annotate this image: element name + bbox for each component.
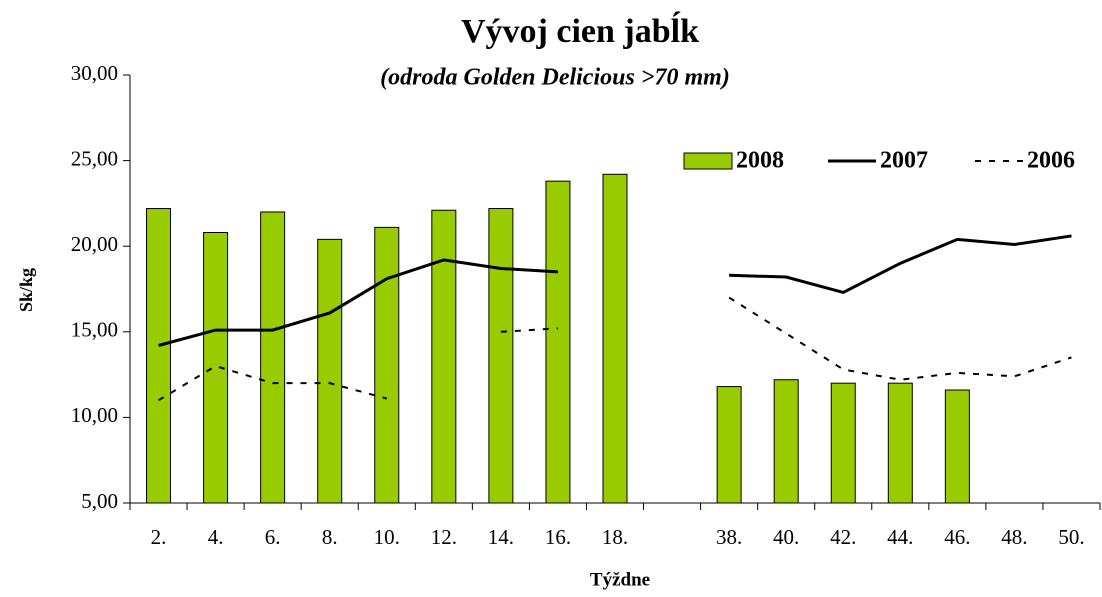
y-tick-label: 15,00	[71, 318, 118, 342]
bar	[431, 209, 457, 504]
bar	[773, 379, 799, 504]
y-tick-label: 20,00	[71, 232, 118, 256]
x-tick-label: 14.	[488, 525, 514, 549]
line	[158, 234, 1072, 347]
y-tick-label: 5,00	[81, 489, 118, 513]
legend-label: 2006	[1027, 148, 1075, 174]
x-tick-label: 42.	[830, 525, 856, 549]
x-tick-label: 2.	[151, 525, 167, 549]
bar	[260, 211, 286, 504]
x-tick-label: 48.	[1001, 525, 1027, 549]
x-tick-label: 16.	[545, 525, 571, 549]
x-tick-label: 18.	[602, 525, 628, 549]
x-axis-label: Týždne	[590, 569, 650, 590]
bar	[488, 208, 514, 504]
chart-title: Vývoj cien jabĺk	[461, 11, 699, 50]
bar	[146, 208, 172, 504]
bar	[374, 226, 400, 504]
x-tick-label: 12.	[431, 525, 457, 549]
bar	[545, 180, 571, 504]
x-tick-label: 44.	[887, 525, 913, 549]
x-tick-label: 10.	[374, 525, 400, 549]
bar	[602, 173, 628, 504]
legend-label: 2007	[880, 148, 928, 174]
x-tick-label: 8.	[322, 525, 338, 549]
x-tick-label: 38.	[716, 525, 742, 549]
bar	[944, 389, 970, 504]
line	[158, 296, 1072, 402]
y-tick-label: 30,00	[71, 61, 118, 85]
bar	[830, 382, 856, 504]
bar	[716, 386, 742, 504]
x-tick-label: 46.	[944, 525, 970, 549]
legend-label: 2008	[736, 148, 784, 174]
y-axis-label: Sk/kg	[16, 268, 36, 312]
x-tick-label: 50.	[1058, 525, 1084, 549]
chart-subtitle: (odroda Golden Delicious >70 mm)	[380, 65, 730, 91]
bar	[887, 382, 913, 504]
x-tick-label: 6.	[265, 525, 281, 549]
y-tick-label: 25,00	[71, 146, 118, 170]
y-tick-label: 10,00	[71, 403, 118, 427]
legend-swatch	[683, 152, 733, 170]
x-tick-label: 4.	[208, 525, 224, 549]
bar	[317, 238, 343, 504]
x-tick-label: 40.	[773, 525, 799, 549]
